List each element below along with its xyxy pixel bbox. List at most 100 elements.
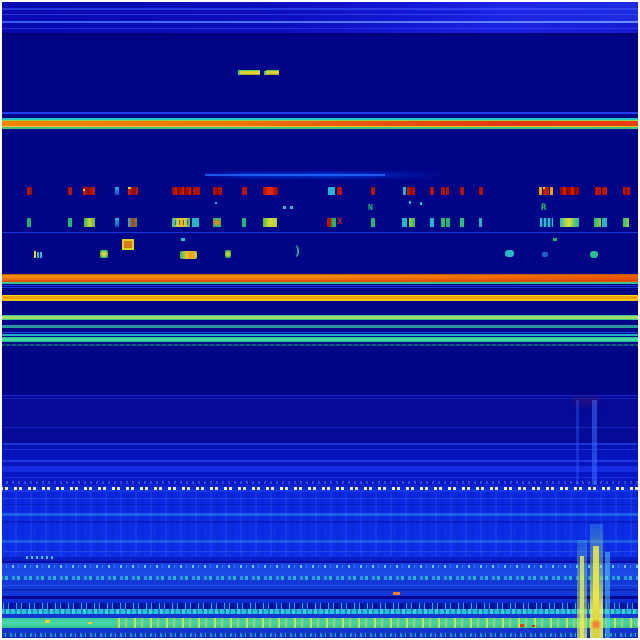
r1-block-11	[328, 187, 335, 195]
r1-block-27	[623, 187, 630, 195]
ridge-274-red-right	[300, 275, 640, 281]
ridge-315	[0, 315, 640, 320]
r1-block-14	[403, 187, 406, 195]
r1-block-19	[460, 187, 464, 195]
burst-b	[266, 70, 279, 75]
r2-block-18	[460, 218, 464, 227]
band-466	[0, 466, 640, 472]
line-561	[0, 561, 640, 563]
burst-a-edge	[238, 70, 240, 75]
r1-block-24	[560, 187, 579, 195]
line-551	[0, 551, 640, 552]
line-460	[0, 460, 640, 462]
line-325	[0, 325, 640, 328]
speckle-565	[0, 565, 640, 568]
line-477	[0, 477, 640, 478]
ridge-118-bottom	[0, 127, 640, 129]
r2-block-15	[430, 218, 434, 227]
field-492	[0, 492, 640, 558]
speckle-603	[0, 603, 640, 609]
blob-2	[100, 250, 108, 258]
band-614	[0, 614, 640, 618]
speckle-609	[0, 609, 640, 614]
top-line-3	[0, 21, 640, 23]
r2-block-14	[409, 218, 415, 227]
dash-orange-592	[393, 592, 400, 595]
speck-yellow-left-2	[88, 622, 92, 624]
line-398	[0, 398, 640, 399]
blob-6	[505, 250, 514, 257]
r1-block-25	[595, 187, 601, 195]
r1-block-2	[68, 187, 72, 195]
ridge-118-cyan	[0, 118, 640, 120]
vline-576	[576, 400, 579, 488]
r1-block-9	[242, 187, 247, 195]
r1-block-15	[407, 187, 415, 195]
ridge-118-green	[0, 120, 640, 121]
blob-1c	[40, 252, 42, 258]
speckle-618-yellow	[118, 618, 640, 628]
line-427	[0, 427, 640, 428]
line-449	[0, 449, 640, 450]
r1-block-22	[543, 187, 549, 195]
blob-8	[553, 238, 557, 241]
row-485	[0, 485, 640, 487]
r2-block-12	[371, 218, 375, 227]
r1-block-23	[550, 187, 553, 195]
dot-red-624	[520, 624, 524, 627]
blob-9	[590, 251, 598, 258]
speckle-633	[0, 633, 640, 637]
r1-block-3	[83, 187, 95, 195]
r2-block-1	[27, 218, 31, 227]
r2-block-19	[479, 218, 482, 227]
line-498	[0, 498, 640, 499]
line-332	[0, 332, 640, 333]
ridge-118-core	[0, 121, 640, 126]
r1-block-13	[371, 187, 375, 195]
marker-glyph-n: N	[368, 203, 373, 212]
band-599	[0, 599, 640, 603]
blob-4	[180, 251, 197, 259]
ridge-295	[0, 295, 640, 301]
dotted-line	[0, 487, 640, 490]
r1-block-26	[602, 187, 607, 195]
r1-block-18	[446, 187, 449, 195]
line-443	[0, 443, 640, 445]
burst-b-edge	[264, 71, 266, 75]
top-line-2	[0, 14, 640, 15]
marker-dot-2	[283, 206, 286, 209]
line-504	[0, 504, 640, 505]
r1-block-10	[263, 187, 278, 195]
r2-block-8	[213, 218, 221, 227]
vline-592	[592, 400, 597, 488]
r2-block-16	[441, 218, 445, 227]
speckle-556	[26, 556, 54, 559]
r1-speck-2	[83, 189, 85, 191]
r2-block-21	[560, 218, 579, 227]
r2-block-7	[192, 218, 199, 227]
vstreak-orange-spot	[592, 621, 600, 628]
streak-175-core	[205, 174, 385, 176]
line-521	[0, 521, 640, 523]
top-line-1	[0, 8, 640, 10]
r1-speck-3	[543, 187, 545, 189]
r2-block-13	[402, 218, 407, 227]
marker-glyph-r: R	[541, 203, 547, 213]
line-585	[0, 585, 640, 586]
r1-block-21	[539, 187, 542, 195]
marker-dot-1	[215, 202, 217, 204]
blob-7	[542, 252, 548, 257]
r1-block-4	[115, 187, 119, 195]
ridge-337	[0, 337, 640, 342]
blob-glyph-paren: )	[294, 244, 302, 258]
ridge-118-yellow	[0, 126, 640, 127]
r2-block-3	[84, 218, 95, 227]
r2-block-20	[540, 218, 553, 227]
vstreak-605	[605, 552, 610, 638]
line-232	[0, 232, 640, 233]
r1-block-1	[27, 187, 32, 195]
r2-block-10	[263, 218, 277, 227]
blob-boxed-orange	[122, 239, 134, 250]
line-589	[0, 589, 640, 591]
